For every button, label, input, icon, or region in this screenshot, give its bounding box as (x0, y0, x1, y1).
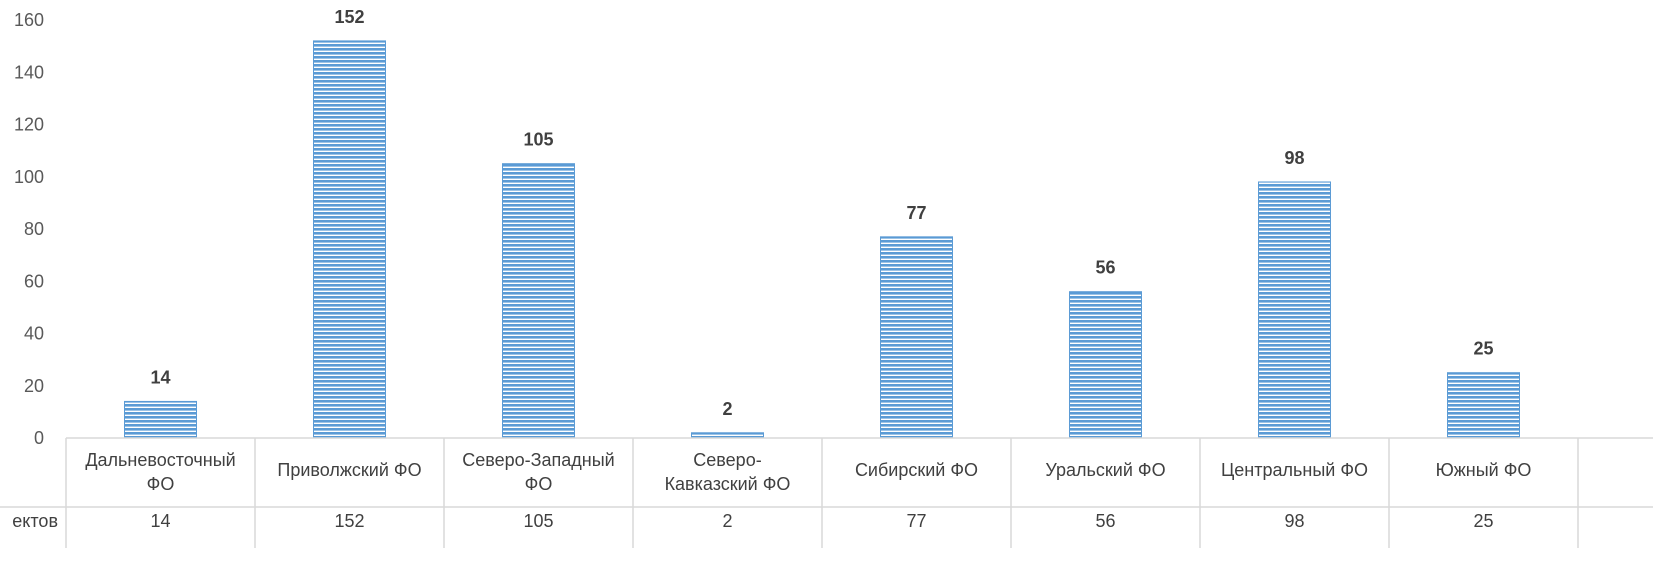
table-cell-value: 2 (722, 511, 732, 531)
bar (502, 163, 575, 439)
series-name: ектов (12, 511, 58, 531)
bar (880, 236, 953, 439)
data-table: ектов Дальневосточный ФО 14 Приволжский ФО 15… (0, 437, 1653, 548)
data-label: 25 (1473, 339, 1493, 359)
data-label: 56 (1095, 258, 1115, 278)
y-tick-label: 60 (24, 271, 44, 291)
data-label: 77 (906, 203, 926, 223)
bar (313, 40, 386, 439)
y-tick-label: 80 (24, 219, 44, 239)
bar (124, 400, 197, 439)
y-tick-label: 100 (14, 167, 44, 187)
x-category-label: Южный ФО (1436, 460, 1532, 480)
bar (1069, 291, 1142, 439)
bars (124, 40, 1520, 439)
x-category-label: Дальневосточный ФО (85, 450, 235, 494)
y-tick-label: 140 (14, 62, 44, 82)
table-cell-value: 56 (1095, 511, 1115, 531)
x-category-label: Центральный ФО (1221, 460, 1368, 480)
bar (1258, 181, 1331, 439)
table-cell-value: 105 (523, 511, 553, 531)
bar (1447, 372, 1520, 439)
table-cell-value: 14 (150, 511, 170, 531)
x-category-label: Приволжский ФО (277, 460, 421, 480)
x-category-label: Сибирский ФО (855, 460, 978, 480)
y-tick-label: 0 (34, 428, 44, 448)
y-tick-label: 120 (14, 115, 44, 135)
y-axis-ticks: 0 20 40 60 80 100 120 140 160 (14, 10, 44, 448)
table-cell-value: 77 (906, 511, 926, 531)
data-label: 98 (1284, 148, 1304, 168)
data-label: 105 (523, 130, 553, 150)
data-label: 152 (334, 7, 364, 27)
y-tick-label: 160 (14, 10, 44, 30)
table-cell-value: 25 (1473, 511, 1493, 531)
y-tick-label: 40 (24, 324, 44, 344)
x-category-label: Северо-Кавказский ФО (665, 450, 791, 494)
data-labels: 14 152 105 2 77 56 98 25 (150, 7, 1493, 419)
x-category-label: Северо-Западный ФО (462, 450, 614, 494)
y-tick-label: 20 (24, 376, 44, 396)
x-category-label: Уральский ФО (1045, 460, 1165, 480)
table-cell-value: 98 (1284, 511, 1304, 531)
data-label: 2 (722, 399, 732, 419)
table-cell-value: 152 (334, 511, 364, 531)
data-label: 14 (150, 367, 170, 387)
bar (691, 432, 764, 439)
